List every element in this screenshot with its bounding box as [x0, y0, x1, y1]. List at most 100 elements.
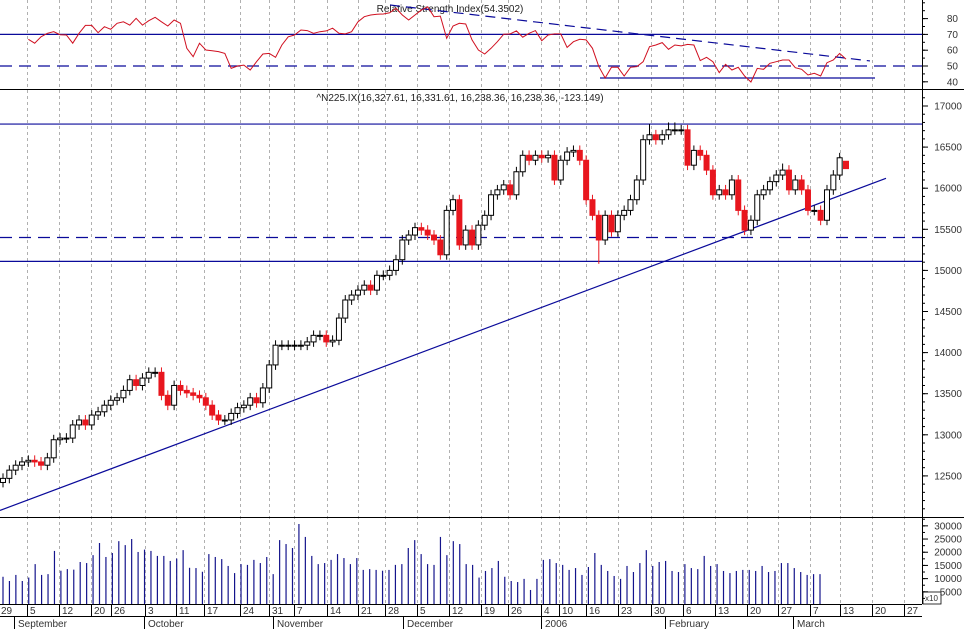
- price-tick-label: 12500: [934, 471, 962, 482]
- candle-body: [114, 397, 121, 401]
- candle-body: [564, 151, 571, 161]
- date-label: 26: [114, 606, 126, 617]
- price-panel: ^N225.IX(16,327.61, 16,331.61, 16,238.36…: [0, 93, 922, 511]
- candle-body: [773, 174, 780, 183]
- date-label: 21: [361, 606, 373, 617]
- date-label: 27: [781, 606, 793, 617]
- candle-body: [488, 194, 495, 216]
- rsi-tick-label: 70: [947, 30, 959, 41]
- volume-tick-label: 10000: [934, 574, 962, 585]
- candle-body: [652, 134, 659, 141]
- rsi-line: [28, 6, 847, 83]
- volume-tick-label: 15000: [934, 561, 962, 572]
- price-label: ^N225.IX(16,327.61, 16,331.61, 16,238.36…: [316, 93, 603, 104]
- candle-body: [519, 154, 526, 173]
- candle-body: [538, 154, 545, 159]
- candle-body: [830, 174, 837, 191]
- candle-body: [152, 371, 159, 374]
- candle-body: [500, 184, 507, 191]
- date-label: 29: [1, 606, 13, 617]
- candle-body: [811, 209, 818, 212]
- date-label: 19: [484, 606, 496, 617]
- candle-body: [228, 412, 235, 421]
- candle-body: [551, 154, 558, 181]
- volume-tick-label: 25000: [934, 535, 962, 546]
- candle-body: [595, 214, 602, 241]
- candle-body: [297, 344, 304, 347]
- candle-body: [583, 159, 590, 201]
- candle-body: [741, 209, 748, 231]
- candle-body: [659, 134, 666, 141]
- candle-body: [44, 457, 51, 466]
- candle-body: [133, 379, 140, 386]
- candle-body: [316, 334, 323, 337]
- date-label: 23: [621, 606, 633, 617]
- candle-body: [253, 397, 260, 404]
- candle-body: [640, 139, 647, 181]
- candle-body: [25, 459, 32, 463]
- candle-body: [76, 419, 83, 426]
- candle-body: [38, 461, 45, 466]
- candle-body: [804, 189, 811, 211]
- candle-body: [342, 299, 349, 319]
- price-tick-label: 15000: [934, 266, 962, 277]
- month-label: September: [18, 619, 68, 629]
- date-label: 20: [875, 606, 887, 617]
- month-label: October: [148, 619, 184, 629]
- candle-body: [145, 371, 152, 379]
- candle-body: [456, 199, 463, 246]
- date-label: 10: [562, 606, 574, 617]
- date-label: 6: [686, 606, 692, 617]
- date-label: 20: [94, 606, 106, 617]
- date-label: 5: [420, 606, 426, 617]
- candle-body: [494, 189, 501, 196]
- candle-body: [443, 209, 450, 256]
- candle-body: [107, 399, 114, 406]
- date-label: 4: [544, 606, 550, 617]
- candle-body: [431, 234, 438, 241]
- candle-body: [570, 149, 577, 153]
- candle-body: [304, 341, 311, 346]
- candle-body: [589, 199, 596, 216]
- candle-body: [792, 179, 799, 191]
- candle-body: [373, 274, 380, 291]
- candle-body: [836, 157, 843, 176]
- candle-body: [722, 189, 729, 196]
- date-label: 11: [179, 606, 190, 617]
- volume-tick-label: 5000: [940, 587, 963, 598]
- candle-body: [843, 160, 849, 170]
- month-label: December: [407, 619, 454, 629]
- candle-body: [0, 477, 6, 483]
- candle-body: [728, 179, 735, 196]
- date-label: 16: [589, 606, 601, 617]
- candle-body: [183, 389, 190, 394]
- candle-body: [69, 424, 76, 439]
- candle-body: [310, 334, 317, 343]
- candle-body: [120, 389, 127, 399]
- candle-body: [285, 344, 292, 347]
- candle-body: [608, 214, 615, 233]
- candle-body: [418, 227, 425, 231]
- candle-body: [665, 129, 672, 136]
- candle-body: [614, 214, 621, 233]
- candle-body: [367, 284, 374, 291]
- candle-body: [513, 171, 520, 196]
- candle-body: [532, 154, 539, 161]
- candle-body: [31, 459, 38, 463]
- candle-body: [323, 334, 330, 343]
- candle-body: [259, 387, 266, 404]
- date-label: 14: [330, 606, 342, 617]
- candle-body: [63, 437, 70, 440]
- price-trendline: [0, 177, 887, 511]
- candle-body: [95, 411, 102, 416]
- date-label: 31: [272, 606, 284, 617]
- candle-body: [747, 219, 754, 231]
- candle-body: [221, 419, 228, 422]
- candle-body: [158, 371, 165, 396]
- candle-body: [82, 419, 89, 426]
- month-label: February: [669, 619, 709, 629]
- candle-body: [621, 209, 628, 216]
- candle-body: [766, 181, 773, 191]
